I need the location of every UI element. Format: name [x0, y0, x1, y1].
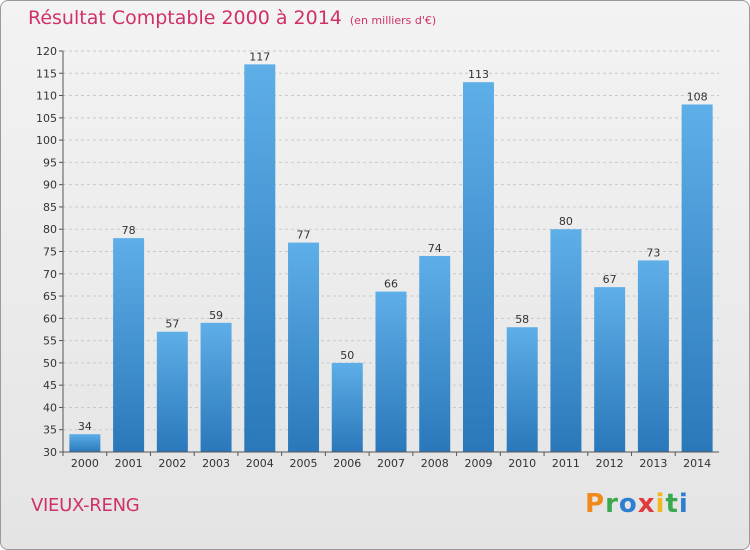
bar-2007: [375, 291, 407, 452]
y-tick-label: 65: [43, 290, 57, 303]
y-tick-label: 110: [36, 90, 57, 103]
y-tick-label: 75: [43, 246, 57, 259]
chart-title-text: Résultat Comptable 2000 à 2014: [28, 7, 342, 29]
chart-title: Résultat Comptable 2000 à 2014 (en millie…: [28, 7, 436, 29]
bar-2013: [637, 260, 669, 452]
value-label: 108: [687, 90, 708, 103]
y-tick-label: 50: [43, 357, 57, 370]
y-tick-label: 45: [43, 379, 57, 392]
value-label: 58: [515, 313, 529, 326]
value-label: 117: [249, 50, 270, 63]
x-tick-label: 2013: [639, 457, 667, 470]
value-label: 50: [340, 349, 354, 362]
x-tick-label: 2003: [202, 457, 230, 470]
bar-2011: [550, 229, 582, 452]
x-tick-label: 2009: [464, 457, 492, 470]
y-tick-label: 120: [36, 45, 57, 58]
bar-2000: [69, 434, 101, 452]
x-tick-label: 2002: [158, 457, 186, 470]
x-tick-label: 2004: [246, 457, 274, 470]
bar-2004: [244, 64, 276, 452]
value-label: 78: [122, 224, 136, 237]
chart-unit-note: (en milliers d'€): [349, 14, 437, 27]
y-tick-label: 30: [43, 446, 57, 459]
value-label: 34: [78, 420, 92, 433]
proxiti-logo: Proxiti: [585, 489, 689, 519]
x-tick-label: 2000: [71, 457, 99, 470]
bar-2006: [331, 362, 363, 452]
value-label: 113: [468, 68, 489, 81]
x-tick-label: 2011: [552, 457, 580, 470]
bar-2009: [462, 82, 494, 452]
bar-2001: [113, 238, 145, 452]
y-tick-label: 85: [43, 201, 57, 214]
y-tick-label: 55: [43, 335, 57, 348]
commune-name: VIEUX-RENG: [31, 495, 140, 516]
value-label: 59: [209, 309, 223, 322]
x-tick-label: 2008: [421, 457, 449, 470]
value-label: 77: [297, 229, 311, 242]
y-tick-label: 115: [36, 67, 57, 80]
bar-2003: [200, 322, 232, 452]
bar-2002: [156, 331, 188, 452]
x-tick-label: 2010: [508, 457, 536, 470]
value-label: 67: [603, 273, 617, 286]
y-tick-label: 105: [36, 112, 57, 125]
y-tick-label: 80: [43, 223, 57, 236]
x-tick-label: 2006: [333, 457, 361, 470]
y-tick-label: 95: [43, 156, 57, 169]
bar-2010: [506, 327, 538, 452]
y-tick-label: 40: [43, 401, 57, 414]
y-tick-label: 100: [36, 134, 57, 147]
x-tick-label: 2014: [683, 457, 711, 470]
bar-2014: [681, 104, 713, 452]
value-label: 73: [646, 246, 660, 259]
value-label: 74: [428, 242, 442, 255]
bar-2008: [419, 255, 451, 452]
y-tick-label: 90: [43, 179, 57, 192]
bar-2012: [594, 287, 626, 452]
value-label: 66: [384, 278, 398, 291]
x-tick-label: 2012: [596, 457, 624, 470]
y-tick-label: 70: [43, 268, 57, 281]
y-tick-label: 35: [43, 424, 57, 437]
value-label: 57: [165, 318, 179, 331]
bar-2005: [288, 242, 320, 452]
x-tick-label: 2001: [115, 457, 143, 470]
y-tick-label: 60: [43, 312, 57, 325]
value-label: 80: [559, 215, 573, 228]
x-tick-label: 2005: [290, 457, 318, 470]
x-tick-label: 2007: [377, 457, 405, 470]
